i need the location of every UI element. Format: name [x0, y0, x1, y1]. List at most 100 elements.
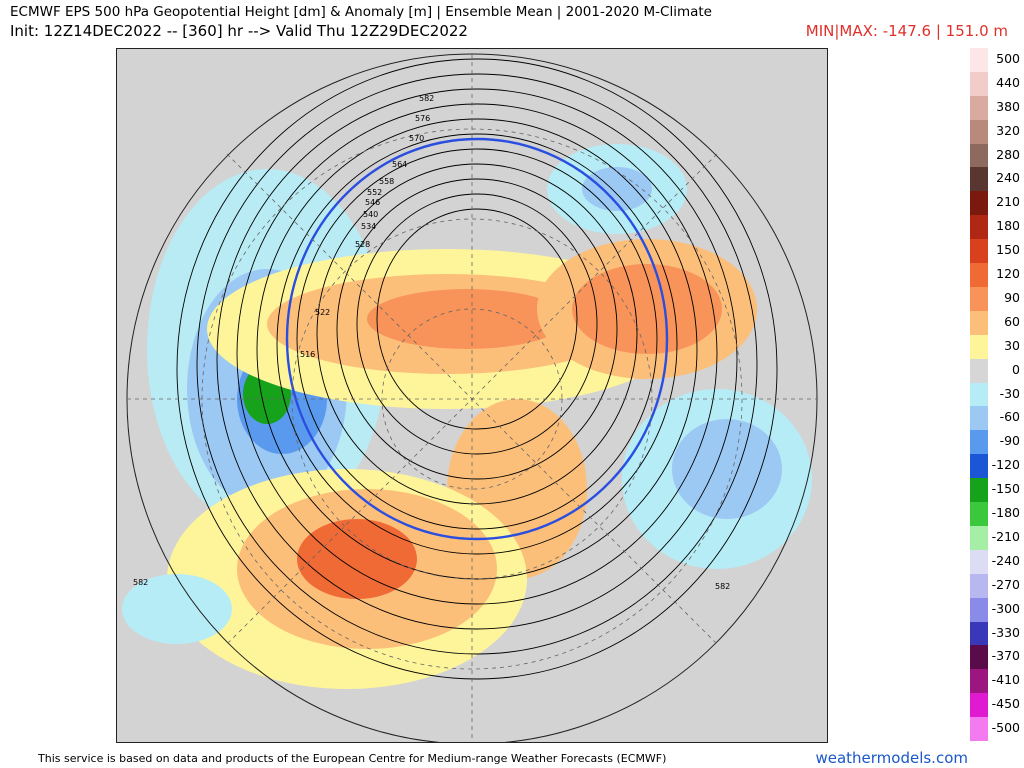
- legend-label: -120: [991, 457, 1020, 473]
- min-max-readout: MIN|MAX: -147.6 | 151.0 m: [805, 22, 1008, 40]
- legend-entry: 90: [968, 286, 1024, 311]
- legend-entry: -60: [968, 406, 1024, 431]
- height-contours: [176, 58, 778, 680]
- legend-swatch: [970, 48, 988, 72]
- legend-swatch: [970, 286, 988, 311]
- legend-label: 380: [996, 98, 1020, 114]
- legend-entry: 440: [968, 71, 1024, 96]
- legend-label: 120: [996, 266, 1020, 282]
- legend-label: 0: [1012, 361, 1020, 377]
- legend-label: 280: [996, 146, 1020, 162]
- legend-label: -300: [991, 600, 1020, 616]
- neg-anomaly-southwest: [122, 574, 232, 644]
- contour-label: 516: [300, 350, 315, 359]
- contour-label: 522: [315, 308, 330, 317]
- legend-label: -270: [991, 576, 1020, 592]
- legend-label: -30: [999, 385, 1020, 401]
- legend-entry: 180: [968, 215, 1024, 240]
- legend-entry: -210: [968, 525, 1024, 550]
- contour-label: 582: [715, 582, 730, 591]
- legend-label: -500: [991, 720, 1020, 736]
- legend-swatch: [970, 573, 988, 598]
- legend-entry: -370: [968, 645, 1024, 670]
- legend-entry: -240: [968, 549, 1024, 574]
- legend-label: 320: [996, 122, 1020, 138]
- legend-entry: 320: [968, 119, 1024, 144]
- legend-entry: -410: [968, 669, 1024, 694]
- legend-swatch: [970, 191, 988, 216]
- legend-entry: 280: [968, 143, 1024, 168]
- anomaly-color-legend: 500 440 380 320 280 240 210 180 150 120 90 60 30 0 -30…: [968, 48, 1024, 741]
- legend-entry: -330: [968, 621, 1024, 646]
- latlon-grid: [127, 54, 817, 742]
- legend-label: 210: [996, 194, 1020, 210]
- legend-swatch: [970, 239, 988, 264]
- legend-label: -410: [991, 672, 1020, 688]
- legend-label: -210: [991, 528, 1020, 544]
- contour-label: 576: [415, 114, 430, 123]
- chart-title: ECMWF EPS 500 hPa Geopotential Height [d…: [10, 4, 712, 20]
- legend-entry: 500: [968, 48, 1024, 72]
- legend-swatch: [970, 143, 988, 168]
- polar-map: 582 576 570 564 558 552 546 540 534 528 …: [116, 48, 828, 743]
- legend-entry: -90: [968, 430, 1024, 455]
- legend-swatch: [970, 334, 988, 359]
- legend-swatch: [970, 478, 988, 503]
- legend-label: -180: [991, 505, 1020, 521]
- legend-label: -150: [991, 481, 1020, 497]
- contour-label: 558: [379, 177, 394, 186]
- contour-label: 582: [133, 578, 148, 587]
- pos-anomaly-west-us-core: [297, 519, 417, 599]
- legend-swatch: [970, 215, 988, 240]
- legend-label: 150: [996, 242, 1020, 258]
- legend-swatch: [970, 717, 988, 741]
- legend-entry: -500: [968, 717, 1024, 741]
- legend-swatch: [970, 310, 988, 335]
- contour-label: 582: [419, 94, 434, 103]
- legend-entry: 210: [968, 191, 1024, 216]
- legend-swatch: [970, 669, 988, 694]
- map-canvas: 582 576 570 564 558 552 546 540 534 528 …: [122, 53, 818, 742]
- contour-label: 540: [363, 210, 378, 219]
- contour-label: 546: [365, 198, 380, 207]
- legend-label: 440: [996, 74, 1020, 90]
- legend-label: -330: [991, 624, 1020, 640]
- legend-label: 60: [1004, 313, 1020, 329]
- legend-swatch: [970, 263, 988, 287]
- legend-entry: -450: [968, 693, 1024, 718]
- legend-entry: 150: [968, 239, 1024, 264]
- init-valid-time: Init: 12Z14DEC2022 -- [360] hr --> Valid…: [10, 22, 468, 40]
- legend-swatch: [970, 621, 988, 646]
- credit-text: This service is based on data and produc…: [38, 752, 667, 765]
- pos-anomaly-north-core: [367, 289, 567, 349]
- legend-swatch: [970, 406, 988, 431]
- legend-swatch: [970, 645, 988, 670]
- legend-label: -60: [999, 409, 1020, 425]
- legend-swatch: [970, 382, 988, 407]
- legend-swatch: [970, 597, 988, 622]
- legend-swatch: [970, 549, 988, 574]
- legend-entry: -270: [968, 573, 1024, 598]
- pos-anomaly-siberia-core: [572, 264, 722, 354]
- legend-entry: 60: [968, 310, 1024, 335]
- legend-swatch: [970, 525, 988, 550]
- contour-540-highlight: [285, 137, 669, 541]
- legend-entry: -150: [968, 478, 1024, 503]
- legend-swatch: [970, 430, 988, 455]
- brand-link[interactable]: weathermodels.com: [815, 749, 968, 767]
- legend-entry: 30: [968, 334, 1024, 359]
- legend-swatch: [970, 454, 988, 479]
- legend-swatch: [970, 95, 988, 120]
- legend-label: -90: [999, 433, 1020, 449]
- legend-swatch: [970, 119, 988, 144]
- legend-label: -240: [991, 552, 1020, 568]
- legend-label: -370: [991, 648, 1020, 664]
- neg-anomaly-atlantic-core: [672, 419, 782, 519]
- legend-entry: 120: [968, 263, 1024, 287]
- legend-label: -450: [991, 696, 1020, 712]
- legend-label: 240: [996, 170, 1020, 186]
- contour-label: 552: [367, 188, 382, 197]
- legend-entry: -300: [968, 597, 1024, 622]
- legend-swatch: [970, 167, 988, 192]
- legend-entry: 240: [968, 167, 1024, 192]
